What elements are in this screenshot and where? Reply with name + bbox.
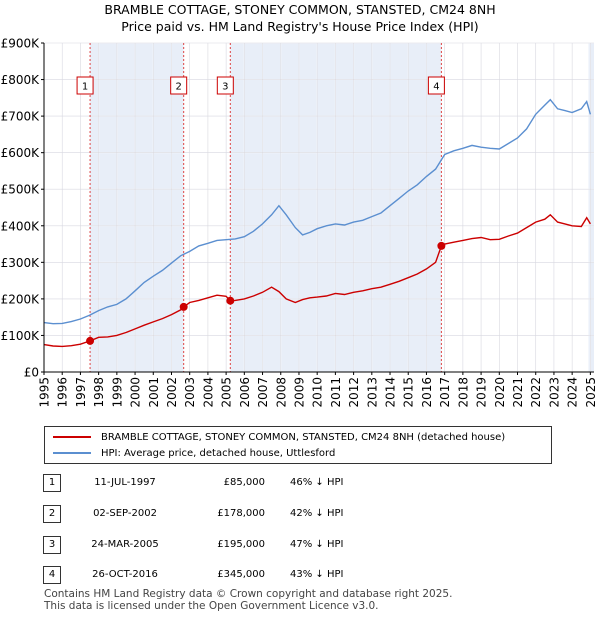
x-tick-label: 2023 (547, 377, 561, 408)
x-tick-label: 2022 (529, 377, 543, 408)
sale-marker-id: 2 (43, 505, 61, 523)
sale-point (226, 296, 235, 305)
sale-hpi-diff: 46% ↓ HPI (290, 477, 344, 488)
x-tick-label: 2014 (384, 377, 398, 408)
x-tick-label: 1998 (92, 377, 106, 408)
sale-number-box (427, 76, 445, 95)
legend-item-property: BRAMBLE COTTAGE, STONEY COMMON, STANSTED… (53, 430, 505, 444)
table-row: 1 11-JUL-1997 £85,000 46% ↓ HPI (0, 472, 600, 494)
y-tick-label: £0 (24, 366, 39, 380)
chart-subtitle: Price paid vs. HM Land Registry's House … (121, 19, 479, 34)
x-tick-label: 2016 (420, 377, 434, 408)
sale-point (86, 336, 95, 345)
y-tick-label: £500K (1, 183, 41, 197)
sale-number-box (170, 76, 188, 95)
sale-marker-id: 4 (43, 566, 61, 584)
sale-number-box (76, 76, 94, 95)
y-tick-label: £100K (1, 329, 41, 343)
y-tick-label: £600K (1, 146, 41, 160)
x-tick-label: 2011 (329, 377, 343, 408)
x-tick-label: 2003 (183, 377, 197, 408)
footer-line: This data is licensed under the Open Gov… (44, 600, 379, 612)
table-row: 4 26-OCT-2016 £345,000 43% ↓ HPI (0, 564, 600, 586)
sale-price: £85,000 (223, 477, 265, 488)
series-line (43, 213, 592, 348)
x-tick-label: 1995 (38, 377, 52, 408)
sale-point (437, 241, 446, 250)
sale-date: 11-JUL-1997 (94, 477, 156, 488)
x-tick-label: 2008 (274, 377, 288, 408)
y-tick-label: £300K (1, 256, 41, 270)
x-tick-label: 2015 (402, 377, 416, 408)
y-tick-label: £400K (1, 219, 41, 233)
x-tick-label: 2024 (566, 377, 580, 408)
sale-price: £178,000 (217, 508, 265, 519)
x-tick-label: 2025 (584, 377, 598, 408)
sale-point (179, 302, 188, 311)
x-tick-label: 2018 (456, 377, 470, 408)
table-row: 3 24-MAR-2005 £195,000 47% ↓ HPI (0, 534, 600, 556)
sale-marker-id: 3 (43, 536, 61, 554)
x-tick-label: 2000 (129, 377, 143, 408)
x-tick-label: 2013 (365, 377, 379, 408)
legend-swatch-hpi (53, 452, 91, 454)
sale-price: £195,000 (217, 539, 265, 550)
sale-date: 26-OCT-2016 (92, 569, 158, 580)
x-tick-label: 2006 (238, 377, 252, 408)
sale-number-label: 3 (222, 82, 228, 93)
sale-price: £345,000 (217, 569, 265, 580)
y-tick-label: £200K (1, 292, 41, 306)
x-tick-label: 2021 (511, 377, 525, 408)
sale-number-box (216, 76, 234, 95)
x-tick-label: 2007 (256, 377, 270, 408)
x-tick-label: 1997 (74, 377, 88, 408)
x-tick-label: 2012 (347, 377, 361, 408)
x-tick-label: 1996 (56, 377, 70, 408)
x-tick-label: 2019 (475, 377, 489, 408)
x-tick-label: 2017 (438, 377, 452, 408)
legend-item-hpi: HPI: Average price, detached house, Uttl… (53, 446, 335, 460)
x-tick-label: 1999 (110, 377, 124, 408)
legend-label-hpi: HPI: Average price, detached house, Uttl… (101, 447, 336, 459)
x-tick-label: 2005 (220, 377, 234, 408)
y-tick-label: £800K (1, 73, 41, 87)
y-tick-label: £900K (1, 37, 41, 51)
x-tick-label: 2002 (165, 377, 179, 408)
x-tick-label: 2010 (311, 377, 325, 408)
shaded-period (90, 43, 184, 372)
sale-marker-id: 1 (43, 474, 61, 492)
chart-title: BRAMBLE COTTAGE, STONEY COMMON, STANSTED… (104, 2, 496, 17)
price-chart: 1 2 3 4 £0 £100K £200K £300K £400K £500K £600K £700… (1, 37, 598, 408)
chart-legend: BRAMBLE COTTAGE, STONEY COMMON, STANSTED… (44, 426, 552, 464)
sale-hpi-diff: 42% ↓ HPI (290, 508, 344, 519)
footer-line: Contains HM Land Registry data © Crown c… (44, 588, 453, 600)
x-tick-label: 2009 (292, 377, 306, 408)
sale-number-label: 1 (82, 82, 88, 93)
series-line (43, 98, 592, 325)
x-tick-label: 2004 (201, 377, 215, 408)
shaded-period (588, 43, 594, 372)
legend-swatch-property (53, 436, 91, 438)
sale-hpi-diff: 43% ↓ HPI (290, 569, 344, 580)
table-row: 2 02-SEP-2002 £178,000 42% ↓ HPI (0, 503, 600, 525)
sale-date: 02-SEP-2002 (93, 508, 157, 519)
x-tick-label: 2001 (147, 377, 161, 408)
sale-number-label: 2 (175, 82, 181, 93)
sale-number-label: 4 (433, 82, 439, 93)
sale-hpi-diff: 47% ↓ HPI (290, 539, 344, 550)
sale-date: 24-MAR-2005 (91, 539, 159, 550)
y-tick-label: £700K (1, 110, 41, 124)
legend-label-property: BRAMBLE COTTAGE, STONEY COMMON, STANSTED… (101, 431, 506, 443)
footer-attribution: Contains HM Land Registry data © Crown c… (44, 588, 452, 612)
x-tick-label: 2020 (493, 377, 507, 408)
